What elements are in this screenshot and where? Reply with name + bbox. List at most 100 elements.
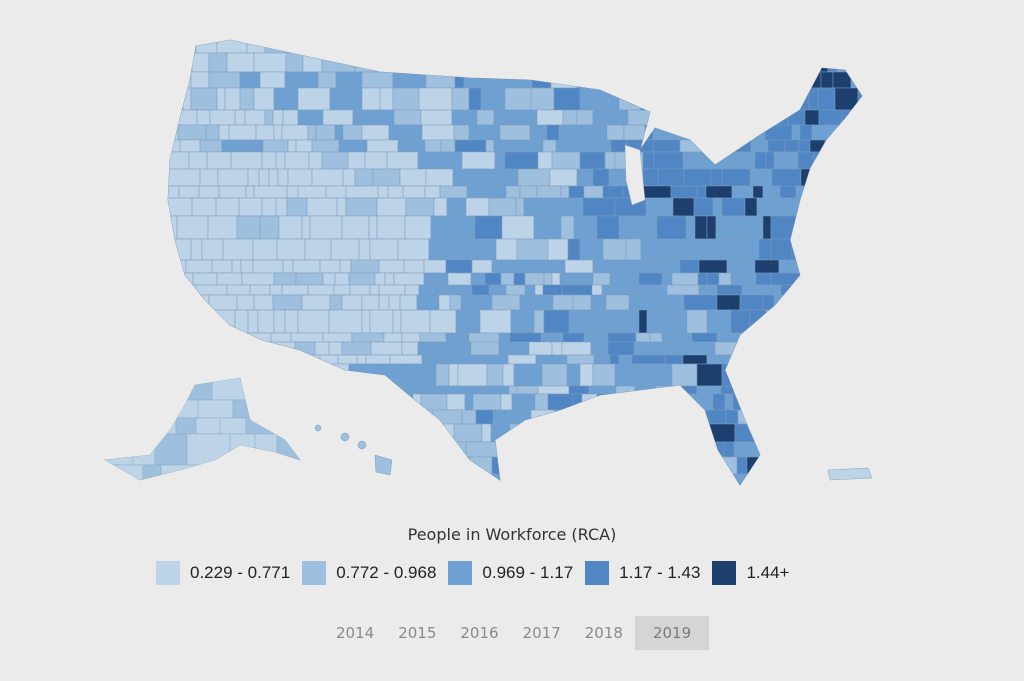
county-region[interactable] <box>199 139 223 153</box>
county-region[interactable] <box>417 341 439 356</box>
county-region[interactable] <box>831 423 863 443</box>
county-region[interactable] <box>349 284 371 296</box>
county-region[interactable] <box>825 284 853 296</box>
county-region[interactable] <box>226 52 255 73</box>
county-region[interactable] <box>685 215 696 240</box>
county-region[interactable] <box>445 259 473 274</box>
county-region[interactable] <box>762 215 772 240</box>
borough-region[interactable] <box>204 464 225 487</box>
borough-region[interactable] <box>100 399 121 419</box>
year-2017-button[interactable]: 2017 <box>522 624 561 642</box>
county-region[interactable] <box>492 409 522 425</box>
county-region[interactable] <box>706 354 716 365</box>
county-region[interactable] <box>760 441 788 458</box>
county-region[interactable] <box>749 309 767 334</box>
county-region[interactable] <box>568 309 593 334</box>
county-region[interactable] <box>585 473 605 484</box>
county-region[interactable] <box>458 52 486 73</box>
county-region[interactable] <box>393 482 413 496</box>
county-region[interactable] <box>853 139 875 153</box>
county-region[interactable] <box>534 393 549 411</box>
county-region[interactable] <box>379 87 394 111</box>
county-region[interactable] <box>420 109 453 126</box>
county-region[interactable] <box>697 473 729 484</box>
county-region[interactable] <box>706 215 717 240</box>
county-region[interactable] <box>328 341 343 356</box>
county-region[interactable] <box>809 393 822 411</box>
county-region[interactable] <box>764 124 793 141</box>
county-region[interactable] <box>606 456 640 475</box>
county-region[interactable] <box>354 168 374 187</box>
county-region[interactable] <box>446 52 460 73</box>
county-region[interactable] <box>860 38 894 54</box>
county-region[interactable] <box>713 71 746 89</box>
county-region[interactable] <box>832 363 846 387</box>
county-region[interactable] <box>858 272 869 286</box>
county-region[interactable] <box>160 185 180 199</box>
county-region[interactable] <box>460 215 476 240</box>
county-region[interactable] <box>465 441 500 458</box>
county-region[interactable] <box>372 168 401 187</box>
county-region[interactable] <box>676 109 689 126</box>
county-region[interactable] <box>465 197 490 217</box>
county-region[interactable] <box>261 197 277 217</box>
county-region[interactable] <box>315 124 336 141</box>
county-region[interactable] <box>740 354 756 365</box>
county-region[interactable] <box>418 284 449 296</box>
county-region[interactable] <box>864 152 876 169</box>
county-region[interactable] <box>191 52 210 73</box>
county-region[interactable] <box>453 341 472 356</box>
county-region[interactable] <box>292 393 312 411</box>
county-region[interactable] <box>596 124 608 141</box>
county-region[interactable] <box>275 197 288 217</box>
county-region[interactable] <box>179 139 201 153</box>
county-region[interactable] <box>455 309 481 334</box>
borough-region[interactable] <box>100 417 148 435</box>
county-region[interactable] <box>804 109 820 126</box>
county-region[interactable] <box>273 272 297 286</box>
county-region[interactable] <box>742 238 760 261</box>
county-region[interactable] <box>160 71 192 89</box>
county-region[interactable] <box>281 284 309 296</box>
county-region[interactable] <box>626 71 640 89</box>
county-region[interactable] <box>452 168 486 187</box>
county-region[interactable] <box>177 124 207 141</box>
county-region[interactable] <box>339 409 362 425</box>
county-region[interactable] <box>659 38 685 54</box>
borough-region[interactable] <box>131 375 177 401</box>
county-region[interactable] <box>637 482 649 496</box>
county-region[interactable] <box>160 197 193 217</box>
county-region[interactable] <box>638 215 650 240</box>
county-region[interactable] <box>814 441 827 458</box>
county-region[interactable] <box>309 215 343 240</box>
county-region[interactable] <box>783 409 806 425</box>
county-region[interactable] <box>765 385 776 395</box>
county-region[interactable] <box>825 441 850 458</box>
county-region[interactable] <box>560 185 570 199</box>
borough-region[interactable] <box>229 433 256 466</box>
county-region[interactable] <box>606 109 629 126</box>
county-region[interactable] <box>533 309 545 334</box>
county-region[interactable] <box>765 309 780 334</box>
county-region[interactable] <box>863 424 883 442</box>
county-region[interactable] <box>628 52 647 73</box>
county-region[interactable] <box>832 259 858 274</box>
county-region[interactable] <box>613 409 623 425</box>
county-region[interactable] <box>296 473 316 484</box>
county-region[interactable] <box>551 52 561 73</box>
county-region[interactable] <box>388 423 422 443</box>
county-region[interactable] <box>803 52 819 73</box>
county-region[interactable] <box>858 71 886 89</box>
borough-region[interactable] <box>244 464 274 487</box>
county-region[interactable] <box>825 385 836 395</box>
county-region[interactable] <box>423 272 433 286</box>
county-region[interactable] <box>221 139 249 153</box>
county-region[interactable] <box>718 272 732 286</box>
county-region[interactable] <box>340 456 360 475</box>
county-region[interactable] <box>730 139 752 153</box>
county-region[interactable] <box>683 38 698 54</box>
county-region[interactable] <box>273 87 299 111</box>
borough-region[interactable] <box>119 399 144 419</box>
county-region[interactable] <box>602 87 620 111</box>
borough-region[interactable] <box>186 433 231 466</box>
